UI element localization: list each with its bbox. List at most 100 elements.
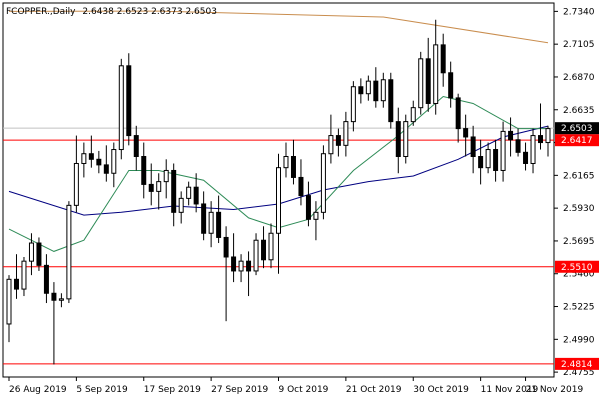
candle-body [223, 236, 229, 258]
x-tick-label: 26 Aug 2019 [9, 385, 67, 395]
candle-body [276, 167, 281, 234]
level-price-tag [555, 357, 599, 370]
candle-body [171, 169, 177, 213]
candle-body [358, 86, 364, 95]
candle-body [216, 211, 222, 238]
candle-body [335, 135, 341, 146]
y-tick-label: 2.4990 [563, 335, 595, 345]
candle-body [403, 121, 409, 158]
x-tick-label: 30 Oct 2019 [413, 385, 469, 395]
x-tick-label: 27 Sep 2019 [211, 385, 268, 395]
moving-average-line [8, 10, 549, 44]
candle-body [538, 135, 544, 144]
level-price-label: 2.6417 [561, 136, 593, 146]
y-tick-label: 2.6870 [563, 73, 595, 83]
candle-body [51, 292, 57, 301]
y-tick-label: 2.5460 [563, 270, 595, 280]
candle-body [523, 151, 529, 164]
candle-body [305, 195, 311, 220]
candle-body [365, 80, 371, 95]
candle-body [515, 139, 521, 153]
candle-body [73, 162, 79, 206]
y-tick-label: 2.5930 [563, 204, 595, 214]
candle-body [88, 153, 94, 160]
candle-body [21, 260, 27, 290]
level-price-tag [555, 134, 599, 147]
candle-body [193, 186, 199, 205]
candle-body [380, 79, 386, 102]
candle-body [66, 204, 72, 300]
candle-body [425, 58, 431, 104]
x-axis: 26 Aug 2019 5 Sep 2019 17 Sep 2019 27 Sep 2… [8, 377, 583, 395]
candle-body [208, 211, 214, 234]
y-tick-label: 2.6165 [563, 171, 595, 181]
candle-body [96, 158, 102, 166]
candle-body [201, 203, 207, 234]
candle-body [433, 44, 439, 104]
candle-body [141, 156, 147, 185]
y-tick-label: 2.4755 [563, 368, 595, 378]
candle-body [43, 264, 49, 294]
candle-body [508, 130, 514, 141]
level-price-label: 2.5510 [561, 263, 593, 273]
chart-title: FCOPPER.,Daily 2.6438 2.6523 2.6373 2.65… [6, 7, 217, 17]
candle-body [13, 278, 19, 290]
candle-body [163, 169, 169, 183]
candle-body [268, 232, 274, 261]
candle-body [388, 79, 394, 123]
candle-body [313, 211, 319, 220]
candle-body [81, 153, 87, 164]
candle-body [133, 135, 139, 158]
price-labels: 2.6417 2.5510 2.4814 2.6503 [555, 122, 599, 370]
candle-body [246, 260, 252, 272]
current-price-label: 2.6503 [561, 124, 593, 134]
candle-body [470, 136, 476, 158]
candle-body [6, 278, 12, 325]
candle-body [343, 121, 349, 146]
candle-body [328, 135, 334, 155]
candles [6, 19, 551, 365]
y-axis: 2.73402.71052.68702.66352.64002.61652.59… [554, 7, 595, 378]
candle-body [126, 65, 132, 137]
candle-body [545, 128, 551, 144]
candle-body [478, 156, 484, 169]
candle-body [111, 149, 117, 174]
candle-body [395, 121, 401, 158]
level-price-tag [555, 260, 599, 273]
candle-body [238, 260, 244, 272]
candle-body [500, 130, 506, 171]
candle-body [36, 242, 42, 266]
candle-body [410, 107, 416, 123]
candle-body [178, 197, 184, 213]
y-tick-label: 2.5695 [563, 237, 595, 247]
candle-body [440, 44, 446, 74]
x-tick-label: 21 Oct 2019 [346, 385, 402, 395]
x-tick-label: 11 Nov 2019 [481, 385, 539, 395]
candle-body [373, 80, 379, 102]
y-tick-label: 2.7340 [563, 7, 595, 17]
candle-body [530, 135, 536, 164]
candle-body [493, 149, 499, 171]
candle-body [231, 256, 237, 272]
x-tick-label: 9 Oct 2019 [279, 385, 329, 395]
current-price-tag [555, 122, 599, 135]
candle-body [58, 298, 64, 301]
x-tick-label: 17 Sep 2019 [144, 385, 201, 395]
candle-body [118, 65, 124, 151]
candle-body [283, 156, 289, 169]
candle-body [298, 176, 304, 197]
candle-body [28, 242, 34, 262]
candle-body [485, 149, 491, 169]
level-price-label: 2.4814 [561, 360, 593, 370]
candle-body [350, 86, 356, 123]
ohlc-values: 2.6438 2.6523 2.6373 2.6503 [82, 7, 217, 17]
y-tick-label: 2.7105 [563, 40, 595, 50]
candle-body [455, 97, 461, 130]
candle-body [463, 128, 469, 138]
candle-body [148, 183, 154, 192]
x-tick-label: 5 Sep 2019 [76, 385, 128, 395]
candle-body [156, 181, 162, 192]
candle-body [448, 72, 454, 99]
